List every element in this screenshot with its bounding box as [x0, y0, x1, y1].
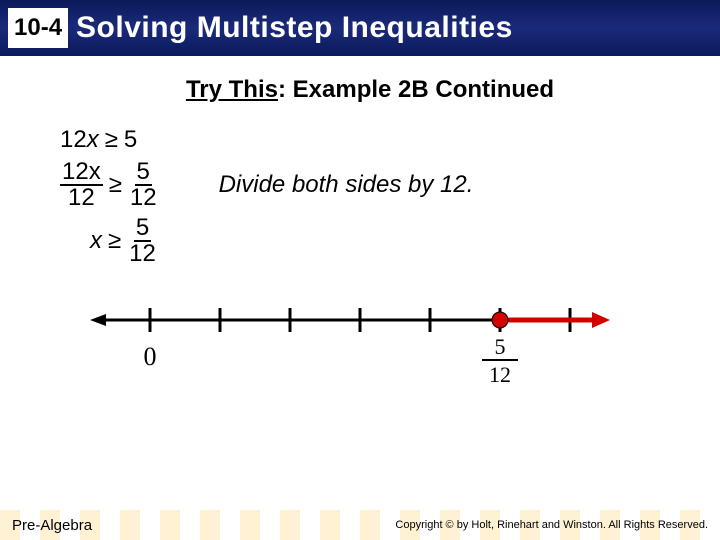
step2-lhs-num: 12x	[62, 158, 101, 185]
footer-course: Pre-Algebra	[12, 517, 92, 534]
number-line-svg: 0 5 12	[80, 290, 620, 400]
step3-op: ≥	[108, 227, 121, 255]
step2-op: ≥	[109, 171, 122, 199]
svg-text:5: 5	[495, 334, 506, 359]
inequality-step-3: x ≥ 5 12	[90, 216, 680, 266]
footer: Pre-Algebra Copyright © by Holt, Rinehar…	[0, 510, 720, 540]
step2-rhs-num: 5	[135, 160, 152, 186]
step3-rhs-fraction: 5 12	[127, 216, 158, 266]
step3-rhs-den: 12	[127, 242, 158, 266]
step2-lhs-fraction: 12x 12	[60, 160, 103, 210]
lesson-header: 10-4 Solving Multistep Inequalities	[0, 0, 720, 56]
example-subtitle: Try This: Example 2B Continued	[60, 76, 680, 104]
step2-lhs-den: 12	[66, 186, 97, 210]
step2-rhs-den: 12	[128, 186, 159, 210]
step1-rhs: 5	[124, 126, 137, 154]
slide-content: Try This: Example 2B Continued 12x ≥ 5 1…	[0, 56, 720, 400]
subtitle-rest: : Example 2B Continued	[278, 76, 554, 103]
lesson-number-badge: 10-4	[8, 8, 68, 48]
svg-text:0: 0	[144, 342, 157, 371]
step3-rhs-num: 5	[134, 216, 151, 242]
subtitle-underlined: Try This	[186, 76, 278, 103]
footer-copyright: Copyright © by Holt, Rinehart and Winsto…	[395, 519, 708, 531]
step1-var: x	[87, 126, 99, 154]
lesson-title: Solving Multistep Inequalities	[76, 11, 513, 45]
inequality-step-2: 12x 12 ≥ 5 12 Divide both sides by 12.	[60, 160, 680, 210]
inequality-step-1: 12x ≥ 5	[60, 126, 680, 154]
step1-op: ≥	[105, 126, 118, 154]
step2-rhs-fraction: 5 12	[128, 160, 159, 210]
step2-note: Divide both sides by 12.	[219, 171, 474, 199]
step3-var: x	[90, 227, 102, 255]
svg-text:12: 12	[489, 362, 511, 387]
number-line: 0 5 12	[80, 290, 620, 400]
step1-coef: 12	[60, 126, 87, 154]
